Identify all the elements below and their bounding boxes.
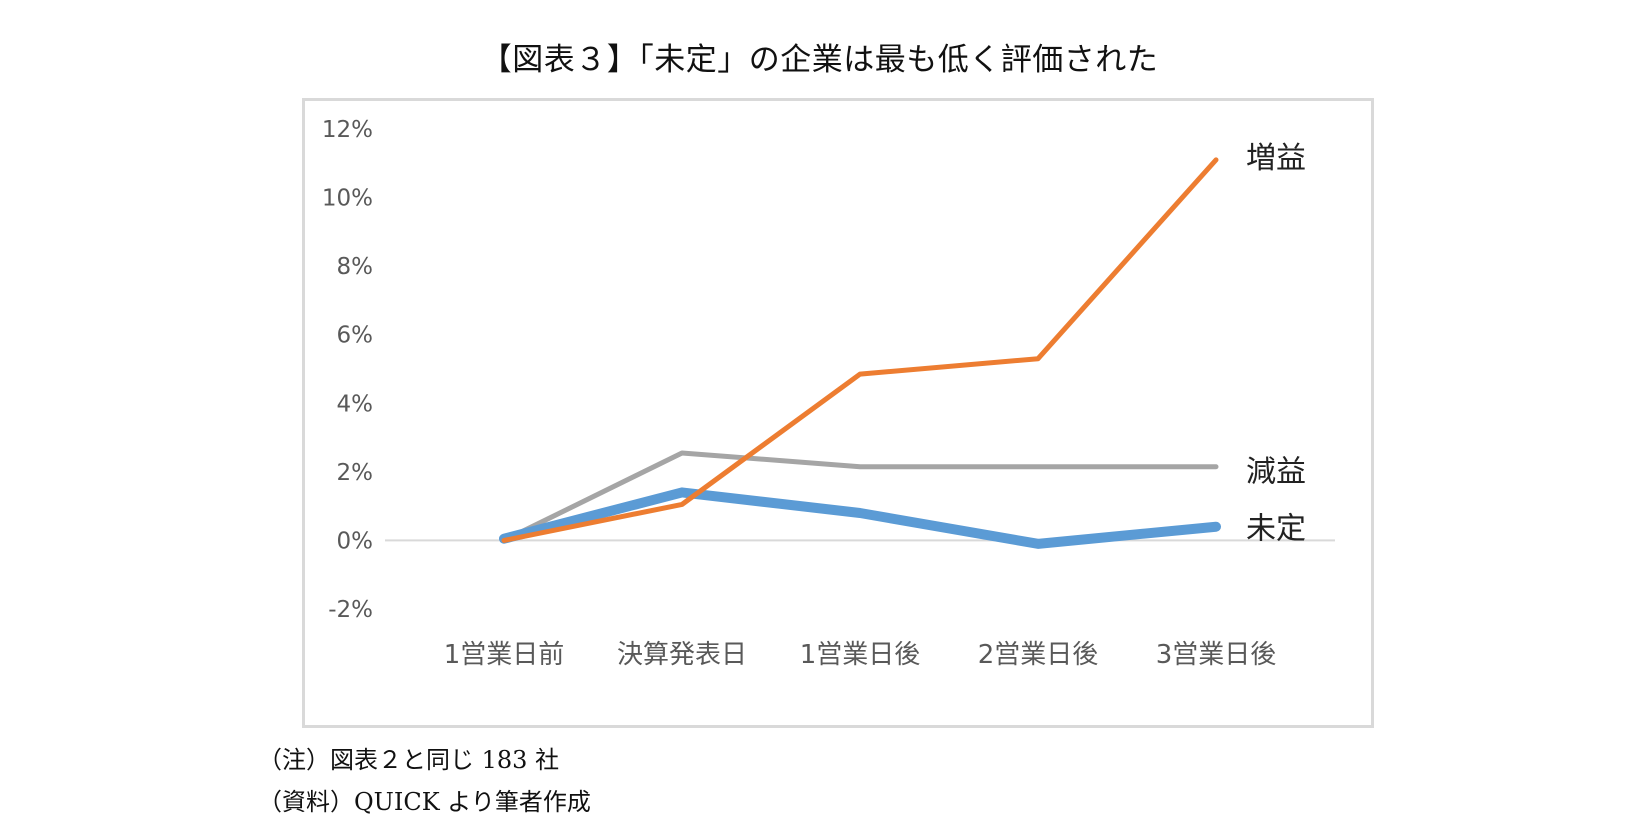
x-tick-label: 決算発表日 — [617, 640, 747, 670]
x-tick-label: 3営業日後 — [1156, 640, 1277, 670]
y-tick-label: 4% — [337, 391, 374, 417]
y-tick-label: 10% — [322, 186, 373, 212]
chart-title: 【図表３】「未定」の企業は最も低く評価された — [480, 42, 1159, 78]
line-chart: 12% 10% 8% 6% 4% 2% 0% -2% 1営業日前 決算発表日 1営業日後 2営業日後… — [322, 117, 1335, 670]
series-label-1: 減益 — [1246, 455, 1306, 490]
x-tick-label: 2営業日後 — [978, 640, 1099, 670]
y-tick-label: 8% — [337, 254, 374, 280]
series-line-1 — [501, 450, 1219, 543]
series-label-0: 増益 — [1246, 141, 1306, 176]
chart-frame: 12% 10% 8% 6% 4% 2% 0% -2% 1営業日前 決算発表日 1営業日後 2営業日後… — [302, 98, 1374, 728]
y-tick-label: 2% — [337, 460, 374, 486]
series-lines — [499, 157, 1221, 549]
x-tick-label: 1営業日後 — [800, 640, 921, 670]
y-tick-label: 6% — [337, 323, 374, 349]
series-line-2 — [499, 487, 1221, 549]
series-line-0 — [501, 157, 1219, 543]
y-tick-label: 0% — [337, 528, 374, 554]
y-tick-label: -2% — [328, 597, 373, 623]
series-label-2: 未定 — [1246, 512, 1306, 547]
x-axis-tick-labels: 1営業日前 決算発表日 1営業日後 2営業日後 3営業日後 — [444, 640, 1277, 670]
y-axis-tick-labels: 12% 10% 8% 6% 4% 2% 0% -2% — [322, 117, 373, 623]
x-tick-label: 1営業日前 — [444, 640, 565, 670]
note-data-source: （資料）QUICK より筆者作成 — [258, 788, 591, 816]
y-tick-label: 12% — [322, 117, 373, 143]
note-source-sample: （注）図表２と同じ 183 社 — [258, 746, 560, 774]
